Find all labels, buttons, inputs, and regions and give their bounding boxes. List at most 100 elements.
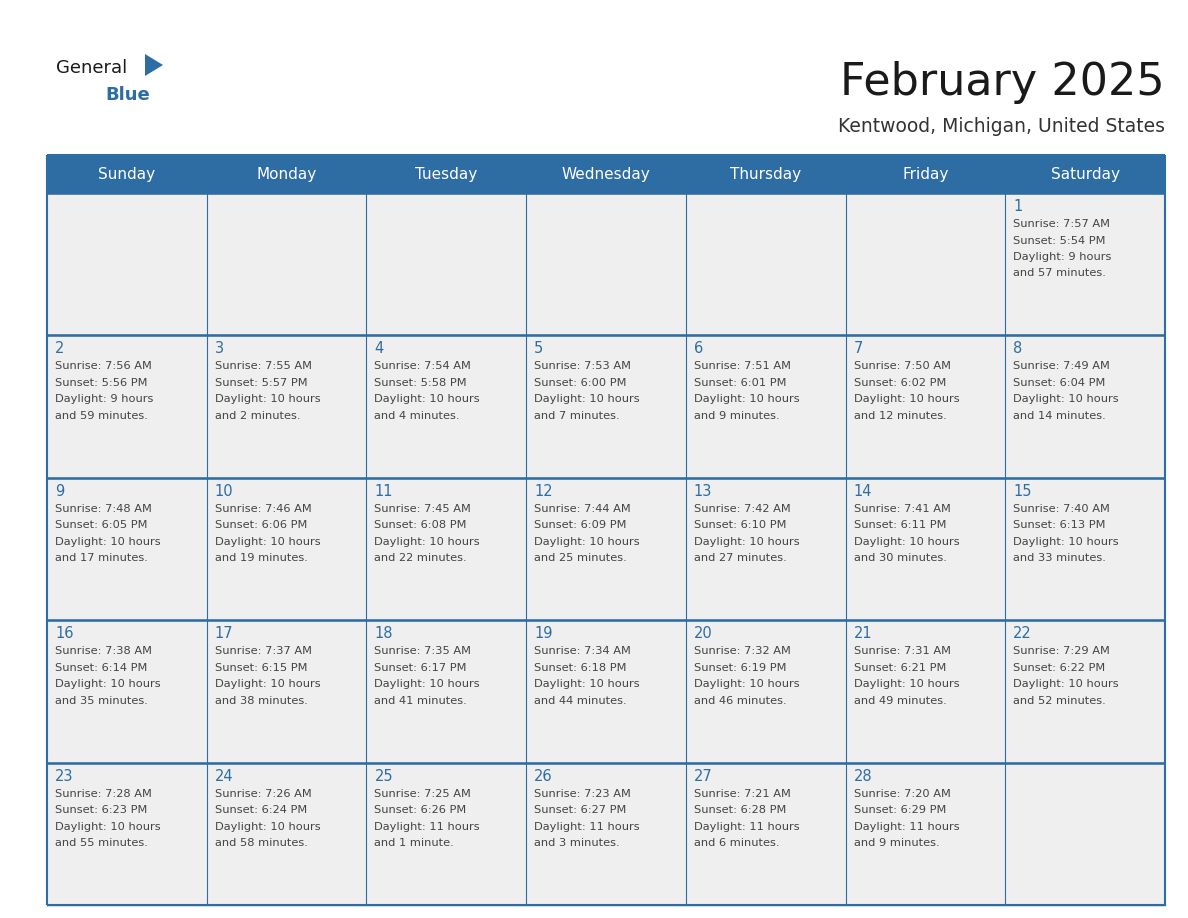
- Text: and 44 minutes.: and 44 minutes.: [535, 696, 627, 706]
- Bar: [685, 477, 846, 621]
- Text: Daylight: 10 hours: Daylight: 10 hours: [535, 679, 640, 689]
- Bar: [846, 155, 1005, 193]
- Text: Daylight: 10 hours: Daylight: 10 hours: [535, 395, 640, 405]
- Bar: [1005, 477, 1165, 621]
- Text: Sunset: 6:08 PM: Sunset: 6:08 PM: [374, 521, 467, 531]
- Text: and 1 minute.: and 1 minute.: [374, 838, 454, 848]
- Bar: [846, 193, 1005, 335]
- Bar: [48, 477, 207, 621]
- Text: Sunrise: 7:49 AM: Sunrise: 7:49 AM: [1013, 362, 1110, 372]
- Text: February 2025: February 2025: [840, 61, 1165, 104]
- Bar: [366, 621, 526, 763]
- Text: Tuesday: Tuesday: [415, 166, 478, 182]
- Bar: [207, 477, 366, 621]
- Bar: [207, 763, 366, 905]
- Text: and 19 minutes.: and 19 minutes.: [215, 554, 308, 564]
- Text: Daylight: 10 hours: Daylight: 10 hours: [215, 537, 321, 547]
- Text: Daylight: 10 hours: Daylight: 10 hours: [694, 395, 800, 405]
- Bar: [685, 335, 846, 477]
- Text: and 46 minutes.: and 46 minutes.: [694, 696, 786, 706]
- Text: 20: 20: [694, 626, 713, 641]
- Bar: [685, 193, 846, 335]
- Text: Sunrise: 7:26 AM: Sunrise: 7:26 AM: [215, 789, 311, 799]
- Text: 28: 28: [853, 768, 872, 784]
- Bar: [685, 621, 846, 763]
- Text: 24: 24: [215, 768, 233, 784]
- Text: General: General: [56, 59, 127, 77]
- Text: Sunrise: 7:48 AM: Sunrise: 7:48 AM: [55, 504, 152, 514]
- Bar: [526, 477, 685, 621]
- Bar: [526, 335, 685, 477]
- Text: Daylight: 10 hours: Daylight: 10 hours: [215, 822, 321, 832]
- Text: Sunrise: 7:54 AM: Sunrise: 7:54 AM: [374, 362, 472, 372]
- Text: Sunrise: 7:40 AM: Sunrise: 7:40 AM: [1013, 504, 1110, 514]
- Text: Daylight: 10 hours: Daylight: 10 hours: [853, 679, 959, 689]
- Bar: [366, 477, 526, 621]
- Text: Sunrise: 7:53 AM: Sunrise: 7:53 AM: [535, 362, 631, 372]
- Text: and 27 minutes.: and 27 minutes.: [694, 554, 786, 564]
- Text: Sunrise: 7:34 AM: Sunrise: 7:34 AM: [535, 646, 631, 656]
- Bar: [48, 335, 207, 477]
- Bar: [48, 763, 207, 905]
- Text: and 57 minutes.: and 57 minutes.: [1013, 268, 1106, 278]
- Text: and 25 minutes.: and 25 minutes.: [535, 554, 627, 564]
- Text: Sunrise: 7:45 AM: Sunrise: 7:45 AM: [374, 504, 472, 514]
- Bar: [526, 155, 685, 193]
- Text: 17: 17: [215, 626, 233, 641]
- Text: Daylight: 10 hours: Daylight: 10 hours: [694, 537, 800, 547]
- Bar: [48, 621, 207, 763]
- Text: and 17 minutes.: and 17 minutes.: [55, 554, 147, 564]
- Text: and 59 minutes.: and 59 minutes.: [55, 411, 147, 420]
- Text: Sunrise: 7:28 AM: Sunrise: 7:28 AM: [55, 789, 152, 799]
- Text: Sunset: 6:01 PM: Sunset: 6:01 PM: [694, 378, 786, 388]
- Text: Saturday: Saturday: [1050, 166, 1119, 182]
- Text: Sunset: 6:23 PM: Sunset: 6:23 PM: [55, 805, 147, 815]
- Text: and 3 minutes.: and 3 minutes.: [535, 838, 620, 848]
- Text: Daylight: 10 hours: Daylight: 10 hours: [374, 679, 480, 689]
- Bar: [207, 155, 366, 193]
- Bar: [366, 335, 526, 477]
- Bar: [48, 193, 207, 335]
- Text: and 12 minutes.: and 12 minutes.: [853, 411, 947, 420]
- Text: Daylight: 10 hours: Daylight: 10 hours: [853, 537, 959, 547]
- Text: Sunrise: 7:29 AM: Sunrise: 7:29 AM: [1013, 646, 1110, 656]
- Text: and 9 minutes.: and 9 minutes.: [853, 838, 940, 848]
- Text: Daylight: 10 hours: Daylight: 10 hours: [535, 537, 640, 547]
- Text: Sunrise: 7:56 AM: Sunrise: 7:56 AM: [55, 362, 152, 372]
- Text: Daylight: 10 hours: Daylight: 10 hours: [215, 679, 321, 689]
- Text: and 55 minutes.: and 55 minutes.: [55, 838, 147, 848]
- Text: Daylight: 11 hours: Daylight: 11 hours: [374, 822, 480, 832]
- Text: Daylight: 11 hours: Daylight: 11 hours: [535, 822, 640, 832]
- Text: Sunrise: 7:55 AM: Sunrise: 7:55 AM: [215, 362, 311, 372]
- Bar: [1005, 193, 1165, 335]
- Text: Daylight: 10 hours: Daylight: 10 hours: [55, 537, 160, 547]
- Text: and 9 minutes.: and 9 minutes.: [694, 411, 779, 420]
- Text: Sunrise: 7:57 AM: Sunrise: 7:57 AM: [1013, 219, 1111, 229]
- Text: Thursday: Thursday: [731, 166, 801, 182]
- Text: Daylight: 11 hours: Daylight: 11 hours: [853, 822, 959, 832]
- Bar: [207, 335, 366, 477]
- Text: 9: 9: [55, 484, 64, 498]
- Text: Sunrise: 7:50 AM: Sunrise: 7:50 AM: [853, 362, 950, 372]
- Text: 15: 15: [1013, 484, 1032, 498]
- Text: Blue: Blue: [105, 86, 150, 104]
- Text: and 14 minutes.: and 14 minutes.: [1013, 411, 1106, 420]
- Text: 11: 11: [374, 484, 393, 498]
- Text: and 33 minutes.: and 33 minutes.: [1013, 554, 1106, 564]
- Text: 21: 21: [853, 626, 872, 641]
- Bar: [207, 193, 366, 335]
- Text: and 4 minutes.: and 4 minutes.: [374, 411, 460, 420]
- Text: 5: 5: [535, 341, 543, 356]
- Text: 13: 13: [694, 484, 713, 498]
- Text: Daylight: 10 hours: Daylight: 10 hours: [1013, 679, 1119, 689]
- Text: Daylight: 11 hours: Daylight: 11 hours: [694, 822, 800, 832]
- Text: Daylight: 10 hours: Daylight: 10 hours: [694, 679, 800, 689]
- Text: Sunrise: 7:21 AM: Sunrise: 7:21 AM: [694, 789, 791, 799]
- Text: 14: 14: [853, 484, 872, 498]
- Bar: [685, 763, 846, 905]
- Text: Sunset: 6:18 PM: Sunset: 6:18 PM: [535, 663, 626, 673]
- Text: 12: 12: [535, 484, 552, 498]
- Bar: [526, 621, 685, 763]
- Text: 8: 8: [1013, 341, 1023, 356]
- Text: 25: 25: [374, 768, 393, 784]
